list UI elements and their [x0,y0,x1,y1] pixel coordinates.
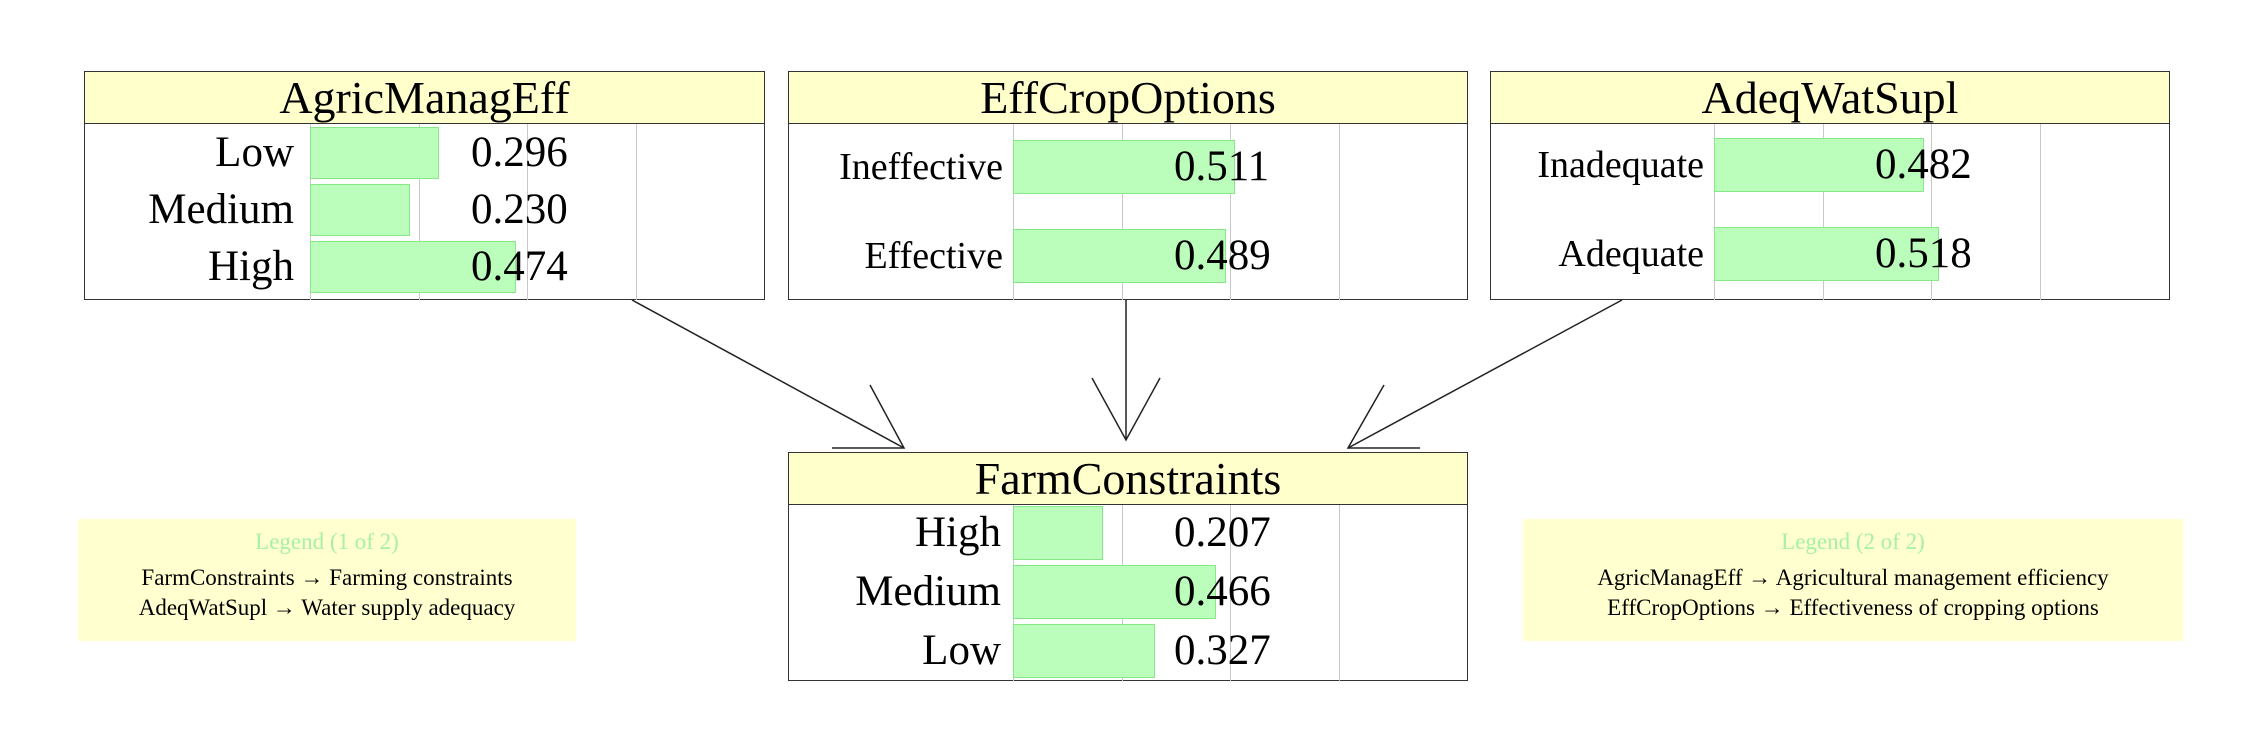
state-row-adequate[interactable]: Adequate 0.518 [1491,226,2169,282]
state-row-high[interactable]: High 0.207 [789,505,1467,561]
probability-value: 0.518 [1875,230,1972,277]
probability-value: 0.474 [471,243,568,290]
state-label: Ineffective [839,146,1003,188]
probability-value: 0.296 [471,129,568,176]
probability-bar [1013,624,1155,678]
node-title: FarmConstraints [789,453,1467,505]
node-states: Ineffective 0.511 Effective 0.489 [789,124,1467,300]
state-label: Medium [148,186,294,233]
probability-bar [1013,140,1235,194]
gridline [2040,124,2041,300]
gridline [1013,124,1014,300]
state-row-low[interactable]: Low 0.327 [789,623,1467,679]
node-title: AdeqWatSupl [1491,72,2169,124]
node-title: EffCropOptions [789,72,1467,124]
state-label: Effective [864,235,1003,277]
state-row-high[interactable]: High 0.474 [85,240,764,294]
gridline [1823,124,1824,300]
state-label: Inadequate [1537,144,1704,186]
state-label: Adequate [1558,233,1704,275]
probability-value: 0.230 [471,186,568,233]
gridline [1931,124,1932,300]
node-farmconstraints[interactable]: FarmConstraints High 0.207 Medium 0.466 … [788,452,1468,681]
probability-bar [1714,138,1924,192]
gridline [636,124,637,300]
probability-bar [1013,229,1226,283]
probability-bar [310,127,439,179]
legend-2: Legend (2 of 2) AgricManagEff → Agricult… [1523,519,2183,641]
legend-entry: EffCropOptions → Effectiveness of croppi… [1607,595,2099,620]
node-states: Low 0.296 Medium 0.230 High 0.474 [85,124,764,300]
gridline [527,124,528,300]
state-row-medium[interactable]: Medium 0.230 [85,183,764,237]
probability-bar [310,184,410,236]
probability-value: 0.327 [1174,627,1271,674]
gridline [1230,505,1231,681]
state-label: High [208,243,294,290]
state-label: Low [215,129,294,176]
legend-entry: FarmConstraints → Farming constraints [141,565,513,590]
state-row-effective[interactable]: Effective 0.489 [789,228,1467,284]
probability-value: 0.207 [1174,509,1271,556]
gridline [1714,124,1715,300]
gridline [419,124,420,300]
state-label: Low [922,627,1001,674]
node-states: High 0.207 Medium 0.466 Low 0.327 [789,505,1467,681]
state-row-ineffective[interactable]: Ineffective 0.511 [789,139,1467,195]
state-row-low[interactable]: Low 0.296 [85,126,764,180]
legend-entry: AgricManagEff → Agricultural management … [1597,565,2109,590]
state-row-inadequate[interactable]: Inadequate 0.482 [1491,137,2169,193]
edge-effcropoptions-to-farmconstraints [1091,300,1161,442]
probability-bar [310,241,516,293]
probability-value: 0.466 [1174,568,1271,615]
legend-title: Legend (1 of 2) [255,529,399,554]
edge-agricmanageff-to-farmconstraints [631,299,906,449]
node-effcropoptions[interactable]: EffCropOptions Ineffective 0.511 Effecti… [788,71,1468,300]
probability-value: 0.482 [1875,141,1972,188]
state-label: High [915,509,1001,556]
node-agricmanageff[interactable]: AgricManagEff Low 0.296 Medium 0.230 Hig… [84,71,765,300]
legend-title: Legend (2 of 2) [1781,529,1925,554]
node-states: Inadequate 0.482 Adequate 0.518 [1491,124,2169,300]
node-title: AgricManagEff [85,72,764,124]
probability-bar [1013,506,1103,560]
gridline [1122,124,1123,300]
gridline [1230,124,1231,300]
probability-value: 0.489 [1174,232,1271,279]
gridline [1339,124,1340,300]
legend-1: Legend (1 of 2) FarmConstraints → Farmin… [78,519,576,641]
gridline [1339,505,1340,681]
node-adeqwatsupl[interactable]: AdeqWatSupl Inadequate 0.482 Adequate 0.… [1490,71,2170,300]
legend-entry: AdeqWatSupl → Water supply adequacy [138,595,516,620]
state-row-medium[interactable]: Medium 0.466 [789,564,1467,620]
probability-value: 0.511 [1174,143,1270,190]
edge-adeqwatsupl-to-farmconstraints [1346,299,1623,449]
probability-bar [1714,227,1939,281]
state-label: Medium [855,568,1001,615]
probability-bar [1013,565,1216,619]
